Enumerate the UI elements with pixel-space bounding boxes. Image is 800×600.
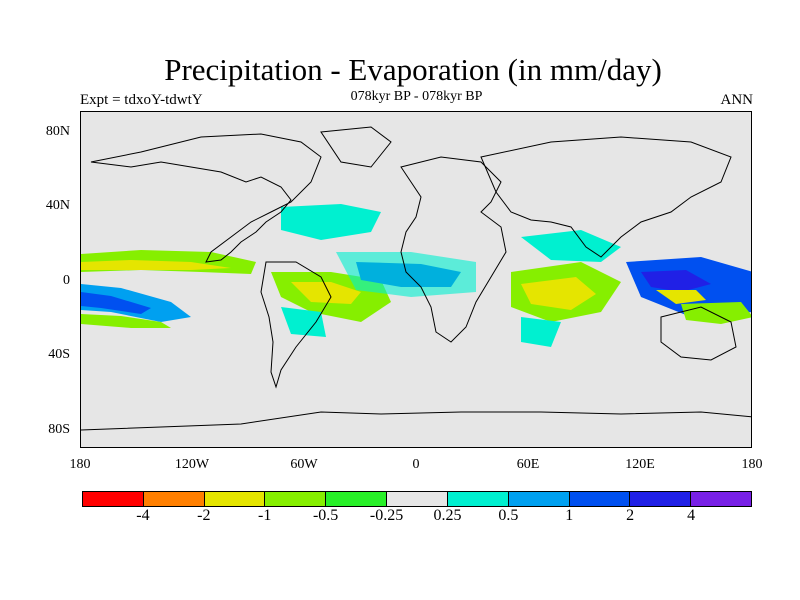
lon-label-120e: 120E bbox=[625, 457, 655, 472]
field-pacific-south-blue bbox=[81, 284, 191, 322]
colorbar-label: -1 bbox=[258, 507, 272, 524]
colorbar-box bbox=[83, 492, 144, 506]
colorbar-box bbox=[630, 492, 692, 506]
australia-outline bbox=[660, 306, 737, 361]
colorbar-box bbox=[569, 492, 631, 506]
field-pacific-north-yellow bbox=[81, 260, 231, 270]
lon-label-0: 0 bbox=[412, 457, 420, 472]
season-label: ANN bbox=[720, 92, 754, 108]
colorbar bbox=[82, 491, 752, 507]
field-indian-yellow bbox=[521, 277, 596, 310]
colorbar-box bbox=[204, 492, 266, 506]
colorbar-label: -0.25 bbox=[369, 507, 404, 524]
plot-title: Precipitation - Evaporation (in mm/day) bbox=[164, 52, 662, 87]
greenland-outline bbox=[320, 126, 392, 168]
map-panel bbox=[80, 111, 752, 448]
field-indian-cyan bbox=[521, 230, 621, 262]
plot-subtitle: 078kyr BP - 078kyr BP bbox=[350, 89, 483, 104]
field-sindian-cyan bbox=[521, 317, 561, 347]
field-pacific-south-darkblue bbox=[81, 292, 151, 314]
colorbar-label: 2 bbox=[626, 507, 635, 524]
field-pacific-south-green bbox=[81, 314, 171, 328]
field-samerica-yellow bbox=[291, 282, 361, 304]
field-natlantic-cyan bbox=[281, 204, 381, 240]
lon-label-60w: 60W bbox=[290, 457, 318, 472]
colorbar-box bbox=[143, 492, 205, 506]
lat-label-80s: 80S bbox=[48, 422, 70, 437]
precip-evap-map bbox=[81, 126, 751, 431]
colorbar-label: -0.5 bbox=[312, 507, 339, 524]
lat-label-0: 0 bbox=[63, 273, 70, 288]
south-america-outline bbox=[260, 261, 332, 389]
field-sam-cyan bbox=[281, 307, 326, 337]
anomaly-fields bbox=[81, 204, 751, 347]
lon-label-180w: 180 bbox=[69, 457, 91, 472]
colorbar-label: 0.25 bbox=[433, 507, 462, 524]
colorbar-box bbox=[387, 492, 448, 506]
field-warmpool-darkblue bbox=[641, 270, 711, 292]
lat-label-40s: 40S bbox=[48, 347, 70, 362]
field-warmpool-yellow bbox=[656, 290, 706, 304]
colorbar-box bbox=[508, 492, 570, 506]
colorbar-box bbox=[691, 492, 751, 506]
colorbar-label: 1 bbox=[565, 507, 574, 524]
experiment-label: Expt = tdxoY-tdwtY bbox=[80, 92, 203, 108]
colorbar-box bbox=[326, 492, 388, 506]
lat-label-40n: 40N bbox=[45, 198, 70, 213]
colorbar-label: 0.5 bbox=[498, 507, 519, 524]
field-atlantic-cyan bbox=[336, 252, 476, 297]
lon-label-60e: 60E bbox=[516, 457, 540, 472]
asia-outline bbox=[480, 136, 732, 258]
antarctica-outline bbox=[81, 411, 751, 431]
lon-label-180e: 180 bbox=[741, 457, 763, 472]
colorbar-box bbox=[265, 492, 327, 506]
north-america-outline bbox=[90, 133, 322, 263]
europe-africa-outline bbox=[400, 156, 507, 343]
lat-label-80n: 80N bbox=[45, 124, 70, 139]
field-spcz-green bbox=[681, 302, 751, 324]
lon-label-120w: 120W bbox=[174, 457, 210, 472]
coastlines bbox=[81, 126, 751, 431]
colorbar-label: -2 bbox=[197, 507, 211, 524]
colorbar-box bbox=[447, 492, 509, 506]
colorbar-label: -4 bbox=[136, 507, 150, 524]
colorbar-label: 4 bbox=[687, 507, 696, 524]
